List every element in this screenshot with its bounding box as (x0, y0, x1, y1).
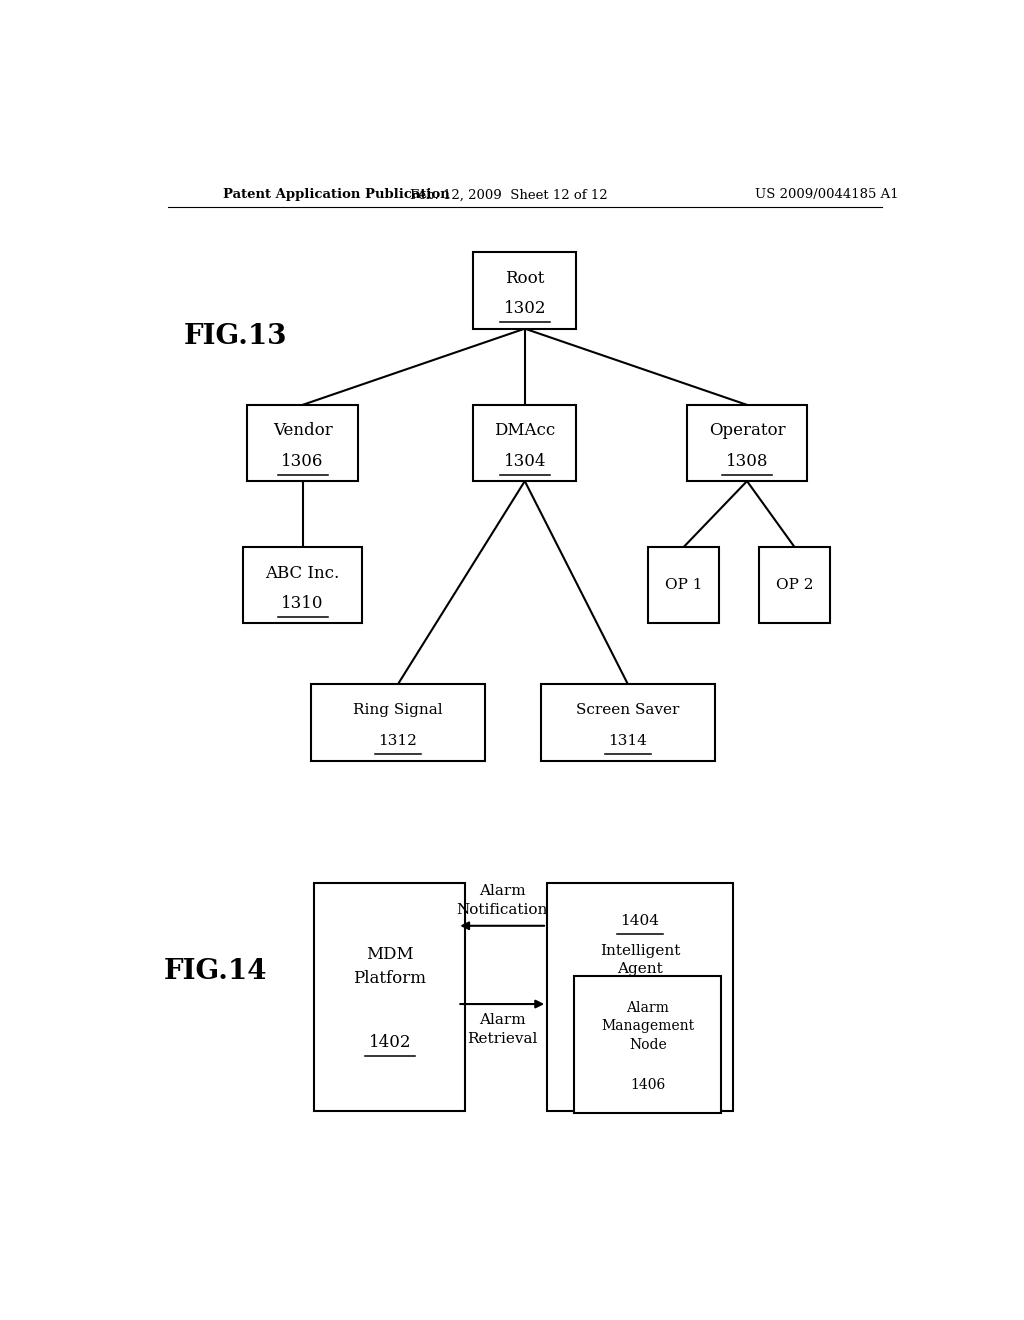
Text: DMAcc: DMAcc (495, 422, 555, 440)
Bar (547, 883, 733, 1111)
Text: 1310: 1310 (282, 595, 324, 612)
Bar (574, 975, 721, 1113)
Text: Feb. 12, 2009  Sheet 12 of 12: Feb. 12, 2009 Sheet 12 of 12 (411, 189, 607, 202)
Text: Alarm
Retrieval: Alarm Retrieval (467, 1014, 538, 1045)
Text: 1314: 1314 (608, 734, 647, 748)
Text: OP 1: OP 1 (665, 578, 702, 593)
Text: 1306: 1306 (282, 453, 324, 470)
Text: Operator: Operator (709, 422, 785, 440)
Text: US 2009/0044185 A1: US 2009/0044185 A1 (755, 189, 898, 202)
Text: 1404: 1404 (621, 915, 659, 928)
Text: 1304: 1304 (504, 453, 546, 470)
Bar (541, 684, 715, 760)
Text: 1302: 1302 (504, 301, 546, 317)
Text: 1406: 1406 (630, 1078, 666, 1093)
Bar (687, 405, 807, 480)
Bar (310, 684, 485, 760)
Text: 1402: 1402 (369, 1034, 412, 1051)
Text: Vendor: Vendor (272, 422, 333, 440)
Text: Ring Signal: Ring Signal (353, 704, 442, 717)
Bar (243, 548, 362, 623)
Bar (473, 405, 577, 480)
Text: OP 2: OP 2 (776, 578, 813, 593)
Text: Intelligent
Agent: Intelligent Agent (600, 944, 680, 975)
Text: FIG.14: FIG.14 (164, 958, 267, 985)
Text: Alarm
Notification: Alarm Notification (457, 884, 548, 916)
Bar (473, 252, 577, 329)
Text: Alarm
Management
Node: Alarm Management Node (601, 1001, 694, 1052)
Bar (648, 548, 719, 623)
Bar (314, 883, 465, 1111)
Bar (759, 548, 830, 623)
Text: 1308: 1308 (726, 453, 768, 470)
Text: 1312: 1312 (379, 734, 417, 748)
Text: Screen Saver: Screen Saver (577, 704, 680, 717)
Text: MDM
Platform: MDM Platform (353, 946, 426, 986)
Bar (247, 405, 358, 480)
Text: Patent Application Publication: Patent Application Publication (223, 189, 450, 202)
Text: ABC Inc.: ABC Inc. (265, 565, 340, 582)
Text: Root: Root (505, 269, 545, 286)
Text: FIG.13: FIG.13 (183, 323, 287, 350)
